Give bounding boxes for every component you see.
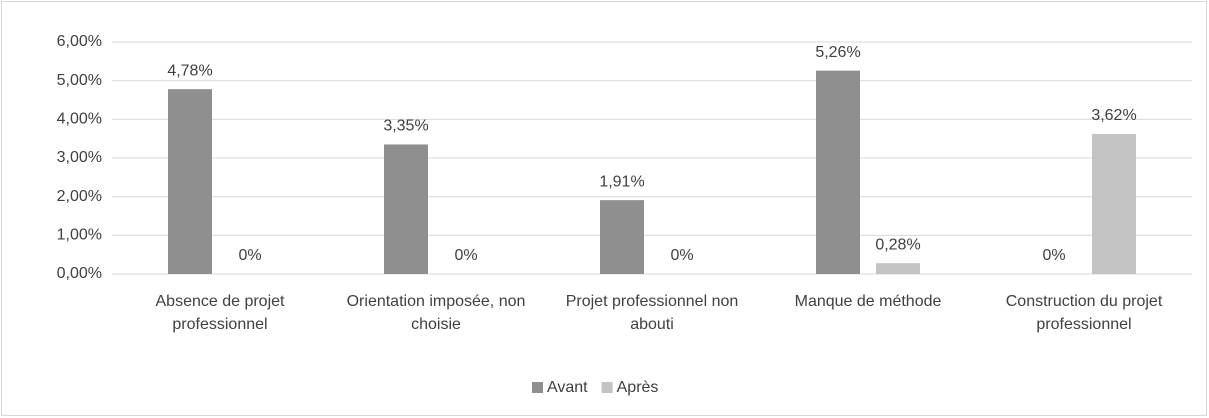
legend-label: Après [617, 379, 659, 396]
bar [600, 200, 644, 274]
y-tick-label: 4,00% [57, 111, 102, 128]
bar [384, 144, 428, 274]
bar [876, 263, 920, 274]
data-label: 4,78% [167, 62, 212, 79]
legend-swatch [532, 382, 543, 393]
y-tick-label: 1,00% [57, 227, 102, 244]
x-tick-label: Orientation imposée, non choisie [346, 293, 526, 333]
data-label: 3,35% [383, 118, 428, 135]
y-tick-label: 6,00% [57, 33, 102, 50]
data-label: 0% [1042, 247, 1065, 264]
x-tick-label: Projet professionnel non abouti [565, 293, 739, 333]
bar [816, 70, 860, 274]
y-tick-label: 0,00% [57, 265, 102, 282]
bar [1092, 134, 1136, 274]
y-tick-label: 3,00% [57, 149, 102, 166]
y-tick-label: 5,00% [57, 72, 102, 89]
data-label: 0% [670, 247, 693, 264]
data-label: 0% [238, 247, 261, 264]
data-label: 5,26% [815, 44, 860, 61]
data-label: 0,28% [875, 236, 920, 253]
x-tick-label: Absence de projet professionnel [155, 293, 285, 333]
y-tick-label: 2,00% [57, 188, 102, 205]
bar [168, 89, 212, 274]
x-tick-label: Manque de méthode [794, 293, 942, 310]
legend-label: Avant [547, 379, 588, 396]
data-label: 3,62% [1091, 107, 1136, 124]
x-tick-label: Construction du projet professionnel [1005, 293, 1163, 333]
data-label: 0% [454, 247, 477, 264]
legend-swatch [601, 382, 613, 393]
data-label: 1,91% [599, 173, 644, 190]
